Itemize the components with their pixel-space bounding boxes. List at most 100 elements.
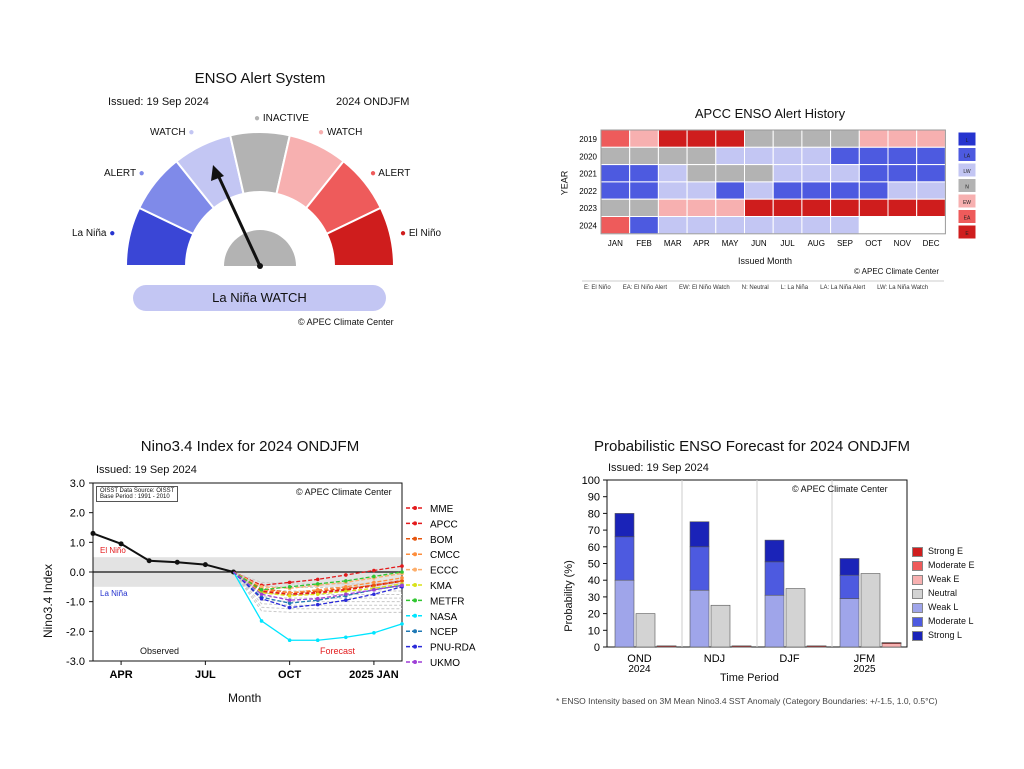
nino-ytick-label: 3.0 xyxy=(70,478,85,490)
nino-spread-member xyxy=(233,571,402,606)
nino-ytick-label: -2.0 xyxy=(66,626,85,638)
alert-history-panel: APCC ENSO Alert History 2019 2020 2021 2022… xyxy=(512,0,1024,384)
forecast-point xyxy=(344,573,348,577)
alert-title: ENSO Alert System xyxy=(194,70,326,87)
forecast-point xyxy=(344,579,348,583)
footnote-e: E: El Niño xyxy=(584,285,611,291)
prob-ytick-label: 10 xyxy=(588,625,600,637)
history-cell xyxy=(772,129,803,148)
nino-legend-label: BOM xyxy=(430,535,453,546)
bar-neutral xyxy=(635,613,656,648)
prob-panel: Probabilistic ENSO Forecast for 2024 OND… xyxy=(512,384,1024,769)
nino-legend-marker xyxy=(413,644,417,649)
observed-line xyxy=(92,532,234,573)
bar-moderate-l xyxy=(839,574,860,599)
history-month-label: AUG xyxy=(808,239,825,248)
legend-swatch xyxy=(912,588,923,599)
forecast-point xyxy=(287,638,292,643)
history-cell xyxy=(657,181,688,200)
history-month-label: JUN xyxy=(751,239,767,248)
alert-system-panel: ENSO Alert System Issued: 19 Sep 2024 20… xyxy=(0,0,512,384)
nino-xtick-label: 2025 JAN xyxy=(349,669,399,681)
nino-legend-marker xyxy=(413,521,417,526)
prob-issued: Issued: 19 Sep 2024 xyxy=(608,462,709,474)
prob-xtick-label: OND xyxy=(627,653,652,665)
nino-legend-marker xyxy=(413,536,417,541)
legend-weak-e: Weak E xyxy=(912,574,959,585)
history-cell xyxy=(744,216,774,235)
forecast-point xyxy=(259,585,264,589)
nino-panel: Nino3.4 Index for 2024 ONDJFM Issued: 19… xyxy=(0,384,512,769)
legend-swatch xyxy=(912,560,923,571)
history-cell xyxy=(887,198,918,217)
history-cell xyxy=(686,216,717,235)
nino-legend-label: ECCC xyxy=(430,566,458,577)
history-cell xyxy=(686,164,717,183)
history-month-label: FEB xyxy=(636,239,652,248)
nino-la-nina-label: La Niña xyxy=(100,589,128,598)
footnote-n: N: Neutral xyxy=(741,285,769,291)
footnote-l: L: La Niña xyxy=(780,285,809,291)
prob-xtick-sublabel: 2025 xyxy=(853,664,876,675)
history-cell xyxy=(801,146,832,166)
history-cell xyxy=(715,164,746,183)
forecast-point xyxy=(344,598,348,602)
bar-weak-l xyxy=(614,579,635,648)
nino-legend-marker xyxy=(413,629,417,634)
legend-swatch xyxy=(912,616,923,627)
history-cell xyxy=(657,164,688,183)
history-cell xyxy=(801,216,832,235)
nino-legend-marker xyxy=(413,660,417,664)
forecast-point xyxy=(259,596,264,601)
history-cell xyxy=(858,164,889,183)
nino-xtick-label: APR xyxy=(109,669,132,681)
history-cell xyxy=(772,146,803,166)
history-cell xyxy=(744,146,774,166)
history-cell xyxy=(830,216,860,235)
nino-observed-label: Observed xyxy=(140,646,180,656)
history-cell xyxy=(657,216,688,235)
prob-ytick-label: 30 xyxy=(588,592,600,604)
bar-weak-l xyxy=(689,589,710,648)
forecast-point xyxy=(400,564,404,568)
bar-strong-e xyxy=(731,645,752,648)
bar-moderate-l xyxy=(689,546,710,591)
legend-moderate-e: Moderate E xyxy=(912,560,975,571)
history-footnote: E: El Niño EA: El Niño Alert EW: El Niño… xyxy=(584,285,964,291)
legend-neutral: Neutral xyxy=(912,588,957,599)
history-cell xyxy=(830,146,860,166)
nino-legend-marker xyxy=(413,552,417,557)
alert-credit: © APEC Climate Center xyxy=(298,317,394,327)
history-legend-swatch xyxy=(957,162,977,178)
history-cell xyxy=(715,146,746,166)
history-cell xyxy=(801,198,832,217)
prob-ytick-label: 70 xyxy=(588,525,600,537)
history-cell xyxy=(686,146,717,166)
history-legend-code: LW xyxy=(963,169,970,175)
history-cell xyxy=(858,216,889,235)
history-cell xyxy=(830,164,860,183)
history-cell xyxy=(887,164,918,183)
history-heatmap: 2019 2020 2021 2022 2023 2024 JAN FEB MAR APR MAY… xyxy=(579,129,977,282)
history-cell xyxy=(916,129,946,148)
history-legend-swatch xyxy=(957,209,977,224)
history-cell xyxy=(715,129,746,148)
legend-swatch xyxy=(912,602,923,613)
legend-moderate-l: Moderate L xyxy=(912,616,974,627)
forecast-point xyxy=(315,588,320,592)
label-el-nino: ● El Niño xyxy=(400,228,442,239)
history-cell xyxy=(858,198,889,217)
history-cell xyxy=(657,129,688,148)
legend-swatch xyxy=(912,546,923,557)
prob-credit: © APEC Climate Center xyxy=(792,484,888,494)
forecast-point xyxy=(287,593,292,598)
nino-forecast-label: Forecast xyxy=(320,646,356,656)
history-cell xyxy=(686,181,717,200)
bar-neutral xyxy=(785,588,806,648)
history-cell xyxy=(744,181,774,200)
label-la-nina: La Niña ● xyxy=(72,228,116,239)
forecast-point xyxy=(344,589,348,594)
history-cell xyxy=(686,198,717,217)
history-legend-code: E xyxy=(965,231,969,237)
